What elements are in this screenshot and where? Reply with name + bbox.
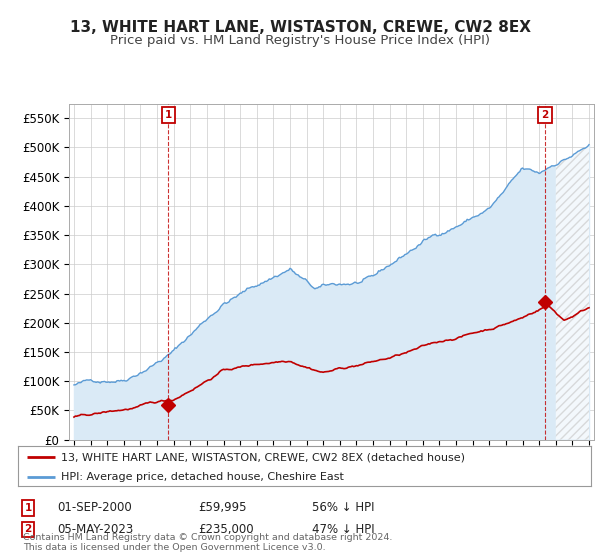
Text: 1: 1 [164, 110, 172, 120]
Text: 1: 1 [25, 503, 32, 513]
Text: 47% ↓ HPI: 47% ↓ HPI [312, 522, 374, 536]
Text: £59,995: £59,995 [198, 501, 247, 515]
Text: Price paid vs. HM Land Registry's House Price Index (HPI): Price paid vs. HM Land Registry's House … [110, 34, 490, 47]
Text: 13, WHITE HART LANE, WISTASTON, CREWE, CW2 8EX: 13, WHITE HART LANE, WISTASTON, CREWE, C… [70, 21, 530, 35]
Text: 56% ↓ HPI: 56% ↓ HPI [312, 501, 374, 515]
Text: HPI: Average price, detached house, Cheshire East: HPI: Average price, detached house, Ches… [61, 472, 344, 482]
Text: 05-MAY-2023: 05-MAY-2023 [57, 522, 133, 536]
Text: 2: 2 [25, 524, 32, 534]
Text: 2: 2 [541, 110, 548, 120]
Text: £235,000: £235,000 [198, 522, 254, 536]
Text: Contains HM Land Registry data © Crown copyright and database right 2024.
This d: Contains HM Land Registry data © Crown c… [23, 533, 392, 552]
Text: 13, WHITE HART LANE, WISTASTON, CREWE, CW2 8EX (detached house): 13, WHITE HART LANE, WISTASTON, CREWE, C… [61, 452, 465, 462]
Text: 01-SEP-2000: 01-SEP-2000 [57, 501, 132, 515]
